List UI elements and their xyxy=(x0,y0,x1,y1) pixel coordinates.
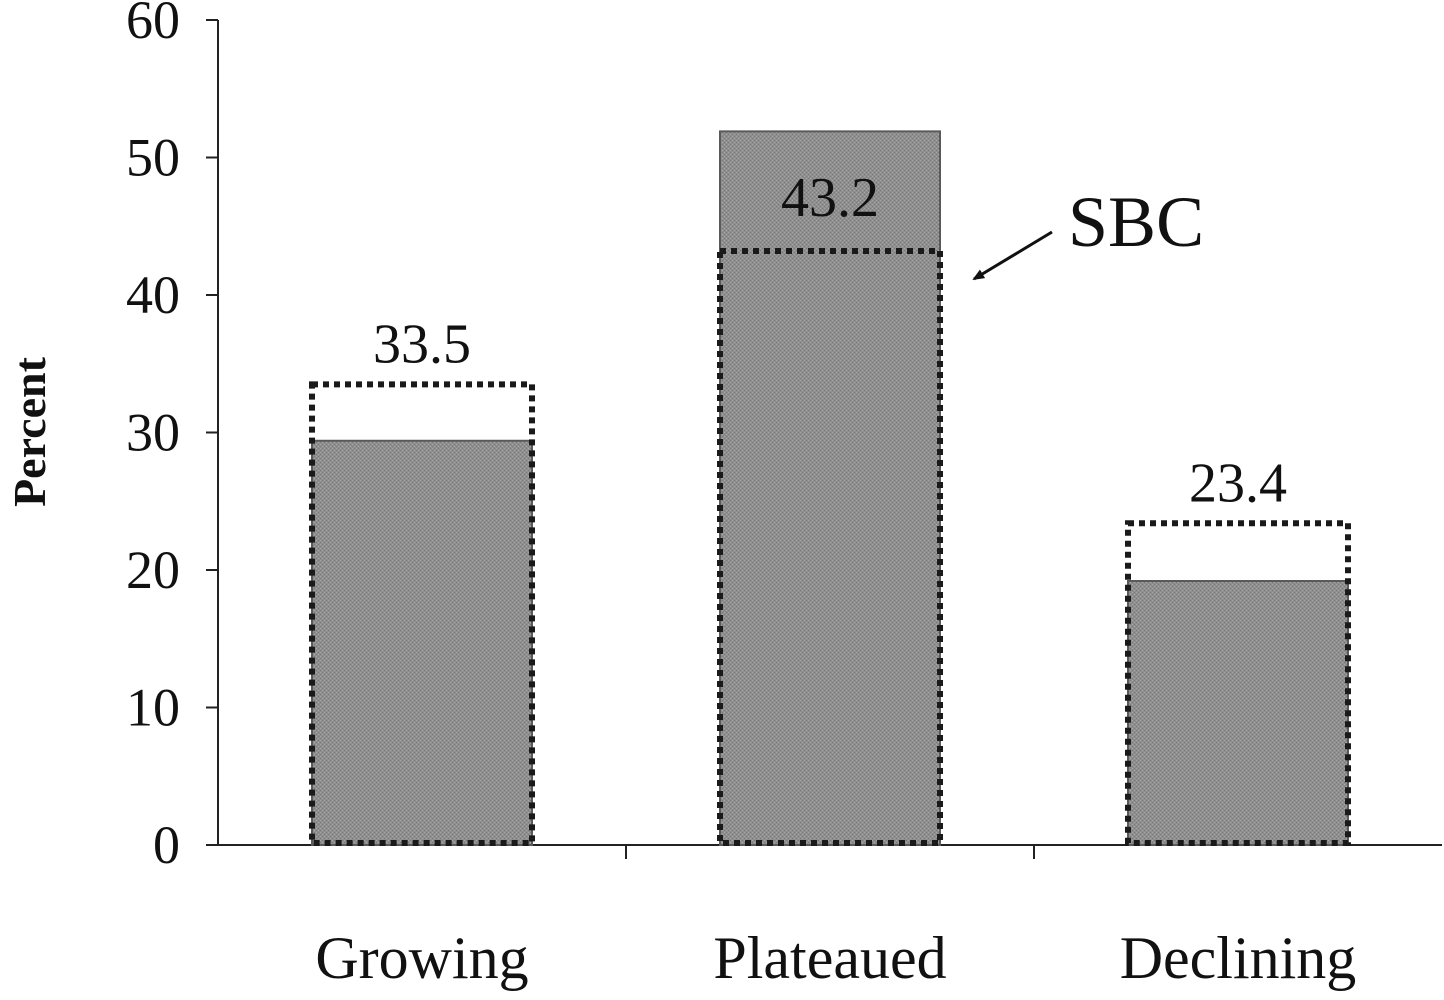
bar-solid xyxy=(719,130,941,846)
sbc-annotation-arrow xyxy=(972,230,1053,281)
y-tick-label: 50 xyxy=(126,128,180,188)
y-ticks-group: 0 10 20 30 40 50 60 xyxy=(126,0,218,875)
bar-sbc-outline xyxy=(1125,520,1351,846)
bar-sbc-outline xyxy=(717,248,943,846)
labels-group: 33.5 Growing 43.2 Plateaued 23.4 Declining xyxy=(315,167,1356,991)
y-tick-label: 60 xyxy=(126,0,180,50)
bar-solid xyxy=(311,439,533,846)
y-tick-label: 10 xyxy=(126,678,180,738)
y-tick-label: 0 xyxy=(153,815,180,875)
data-label: 23.4 xyxy=(1189,452,1287,514)
x-category-label: Growing xyxy=(315,925,528,991)
sbc-annotation-label: SBC xyxy=(1068,182,1204,262)
data-label: 43.2 xyxy=(781,167,879,229)
x-category-label: Plateaued xyxy=(713,925,946,991)
data-label: 33.5 xyxy=(373,313,471,375)
bars-group xyxy=(309,130,1351,859)
bar-solid xyxy=(1127,580,1349,846)
y-axis-title: Percent xyxy=(4,356,55,507)
y-tick-label: 40 xyxy=(126,265,180,325)
y-tick-label: 20 xyxy=(126,540,180,600)
y-tick-label: 30 xyxy=(126,403,180,463)
bar-sbc-outline xyxy=(309,381,535,846)
x-category-label: Declining xyxy=(1120,925,1357,991)
